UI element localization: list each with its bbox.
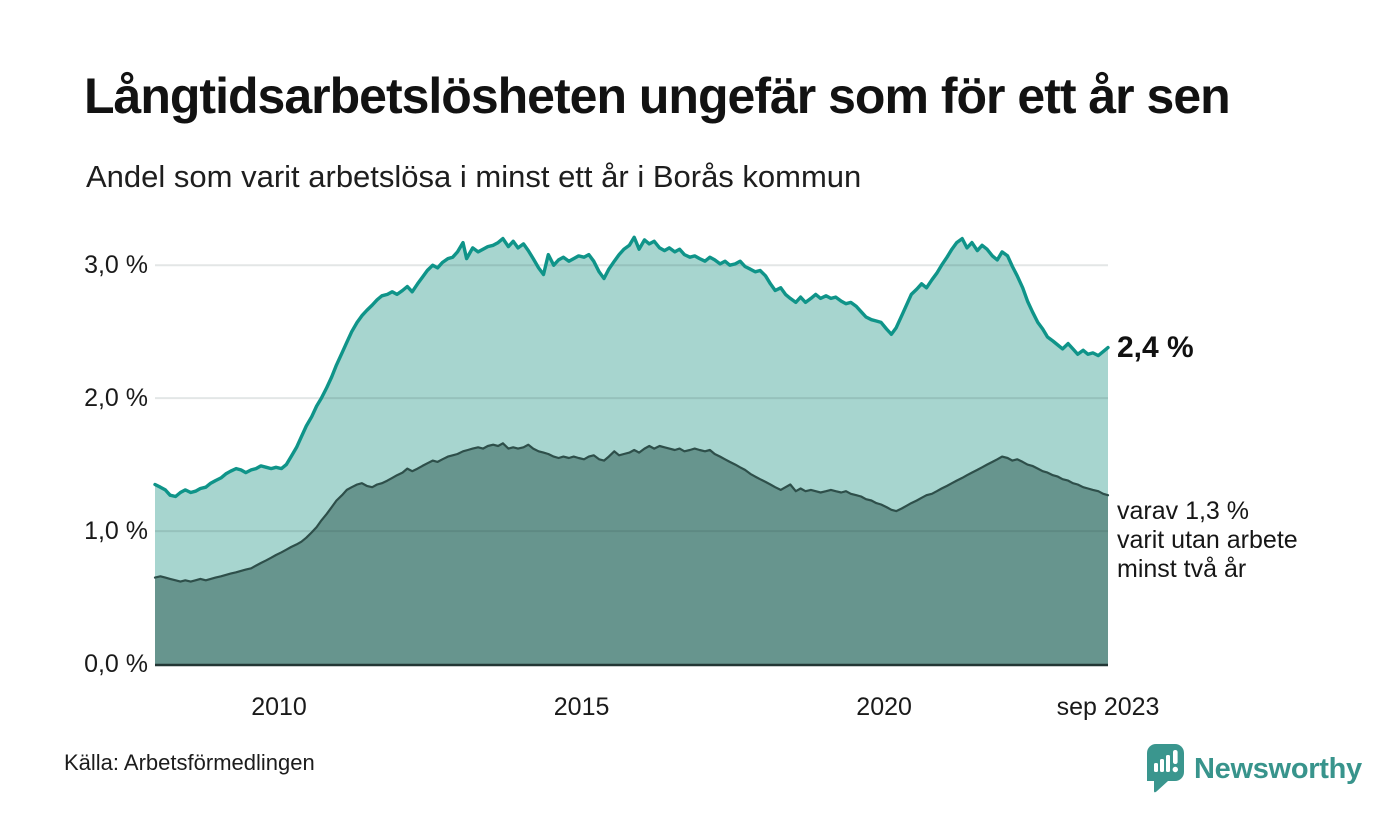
brand-name: Newsworthy — [1194, 752, 1362, 785]
x-tick-label: 2020 — [856, 693, 912, 721]
two-year-annotation-line: minst två år — [1117, 555, 1247, 584]
source-text: Källa: Arbetsförmedlingen — [64, 750, 315, 775]
total-line — [153, 235, 1110, 499]
y-tick-label: 3,0 % — [84, 251, 148, 280]
two-year-annotation: varav 1,3 % varit utan arbete minst två … — [1117, 497, 1298, 584]
y-tick-label: 2,0 % — [84, 384, 148, 413]
two-year-line — [153, 442, 1110, 583]
brand-lockup: Newsworthy — [1147, 744, 1362, 794]
newsworthy-logo-icon — [1147, 744, 1184, 793]
x-tick-label: sep 2023 — [1056, 693, 1160, 721]
y-tick-label: 0,0 % — [84, 650, 148, 678]
x-tick-label: 2015 — [553, 693, 610, 721]
two-year-area-fill — [155, 443, 1108, 664]
page-subtitle: Andel som varit arbetslösa i minst ett å… — [86, 159, 862, 194]
x-tick-label: 2010 — [251, 693, 307, 721]
page-title: Långtidsarbetslösheten ungefär som för e… — [84, 68, 1231, 124]
two-year-annotation-line: varav 1,3 % — [1117, 497, 1250, 526]
two-year-annotation-line: varit utan arbete — [1117, 526, 1298, 555]
total-value-annotation: 2,4 % — [1117, 330, 1194, 364]
y-tick-label: 1,0 % — [84, 517, 148, 546]
